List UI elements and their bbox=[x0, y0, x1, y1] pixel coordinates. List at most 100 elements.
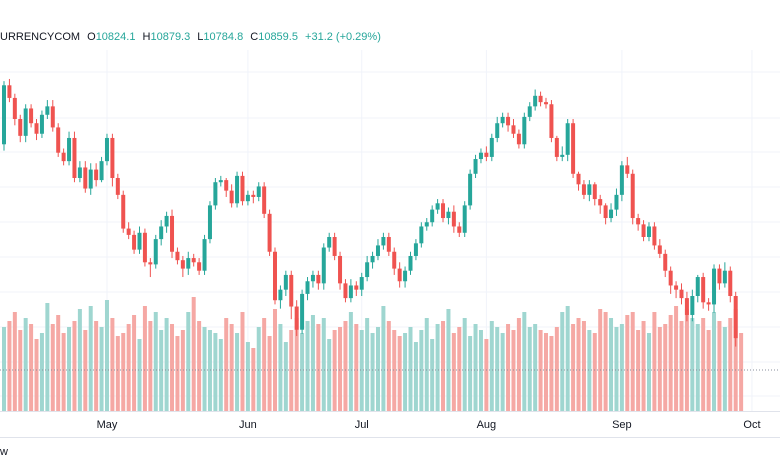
candle bbox=[370, 251, 375, 269]
close-value: 10859.5 bbox=[258, 31, 298, 43]
candle-body bbox=[587, 184, 592, 195]
candle-body bbox=[7, 85, 12, 98]
volume-bar bbox=[684, 309, 689, 411]
volume-bar bbox=[50, 324, 55, 411]
volume-bar bbox=[468, 336, 473, 411]
open-value: 10824.1 bbox=[95, 31, 136, 43]
candle-body bbox=[29, 108, 34, 124]
volume-bar bbox=[23, 318, 28, 411]
volume-bar bbox=[375, 327, 380, 411]
volume-bar bbox=[717, 321, 722, 411]
candle-body bbox=[72, 137, 77, 178]
candle bbox=[338, 251, 343, 290]
volume-bar bbox=[381, 306, 386, 411]
volume-bar bbox=[273, 309, 277, 411]
volume-bar bbox=[12, 312, 17, 411]
time-tick-label: Jun bbox=[239, 419, 257, 431]
symbol-name[interactable]: URRENCYCOM bbox=[0, 31, 81, 43]
volume-bar bbox=[435, 324, 440, 411]
volume-bar bbox=[61, 333, 66, 411]
volume-bar bbox=[641, 321, 646, 411]
volume-bar bbox=[77, 309, 82, 411]
candle-body bbox=[419, 226, 424, 244]
candle bbox=[99, 156, 104, 183]
volume-bar bbox=[142, 306, 147, 411]
volume-bar bbox=[115, 336, 120, 411]
candle-body bbox=[359, 277, 364, 290]
volume-bar bbox=[592, 333, 597, 411]
candle-body bbox=[457, 226, 462, 233]
time-tick-label: Jul bbox=[355, 419, 369, 431]
candle bbox=[581, 180, 586, 200]
volume-bar bbox=[305, 321, 310, 411]
candle-body bbox=[489, 137, 494, 157]
candle bbox=[619, 161, 624, 202]
volume-bar bbox=[262, 318, 267, 411]
volume-bar bbox=[348, 312, 353, 411]
candle bbox=[273, 247, 277, 305]
candle bbox=[646, 222, 651, 242]
volume-bar bbox=[392, 330, 397, 411]
candle-body bbox=[110, 137, 115, 178]
candle bbox=[126, 222, 131, 240]
candle-body bbox=[273, 251, 277, 301]
candle bbox=[235, 171, 240, 208]
candle-body bbox=[451, 211, 456, 227]
candle bbox=[245, 190, 250, 206]
volume-bar bbox=[712, 312, 717, 411]
candle-body bbox=[34, 123, 39, 134]
volume-bar bbox=[45, 303, 50, 411]
candle bbox=[305, 277, 310, 301]
volume-bar bbox=[424, 318, 429, 411]
volume-bar bbox=[446, 309, 451, 411]
candle-body bbox=[408, 255, 413, 271]
candle-body bbox=[251, 194, 256, 197]
candle-body bbox=[413, 243, 418, 256]
candle-body bbox=[636, 218, 641, 225]
candle-body bbox=[381, 237, 386, 246]
change-value: +31.2 (+0.29%) bbox=[305, 31, 381, 43]
candle-body bbox=[397, 268, 402, 282]
candle bbox=[549, 100, 554, 143]
candle bbox=[18, 114, 23, 143]
candle-body bbox=[218, 180, 223, 183]
candle bbox=[186, 251, 191, 275]
candle-body bbox=[23, 108, 28, 136]
volume-bar bbox=[451, 333, 456, 411]
candle bbox=[516, 129, 521, 149]
candle-body bbox=[256, 186, 261, 197]
volume-bar bbox=[527, 327, 532, 411]
candle bbox=[121, 190, 126, 233]
candle bbox=[354, 281, 359, 296]
candle-body bbox=[262, 186, 267, 214]
time-tick-label: May bbox=[97, 419, 118, 431]
candle-body bbox=[614, 194, 619, 210]
candle bbox=[668, 266, 673, 294]
candle bbox=[462, 201, 467, 237]
candle-body bbox=[83, 167, 88, 189]
volume-bar bbox=[7, 321, 12, 411]
candle bbox=[712, 264, 717, 313]
candle bbox=[39, 110, 44, 138]
candle bbox=[348, 279, 353, 303]
volume-bar bbox=[484, 339, 489, 411]
candle bbox=[262, 182, 267, 219]
candle bbox=[484, 146, 489, 162]
volume-bar bbox=[235, 333, 240, 411]
candle bbox=[67, 131, 72, 166]
volume-bar bbox=[619, 324, 624, 411]
candle bbox=[652, 222, 657, 250]
candle bbox=[375, 239, 380, 261]
candle-body bbox=[148, 262, 153, 265]
candle-body bbox=[186, 258, 191, 269]
candle bbox=[592, 182, 597, 206]
candle-body bbox=[679, 289, 684, 299]
candle bbox=[457, 222, 462, 237]
candle bbox=[630, 169, 635, 225]
volume-bar bbox=[386, 321, 391, 411]
volume-bar bbox=[625, 315, 630, 411]
candle bbox=[701, 272, 706, 309]
volume-bar bbox=[630, 312, 635, 411]
candle bbox=[110, 133, 115, 187]
